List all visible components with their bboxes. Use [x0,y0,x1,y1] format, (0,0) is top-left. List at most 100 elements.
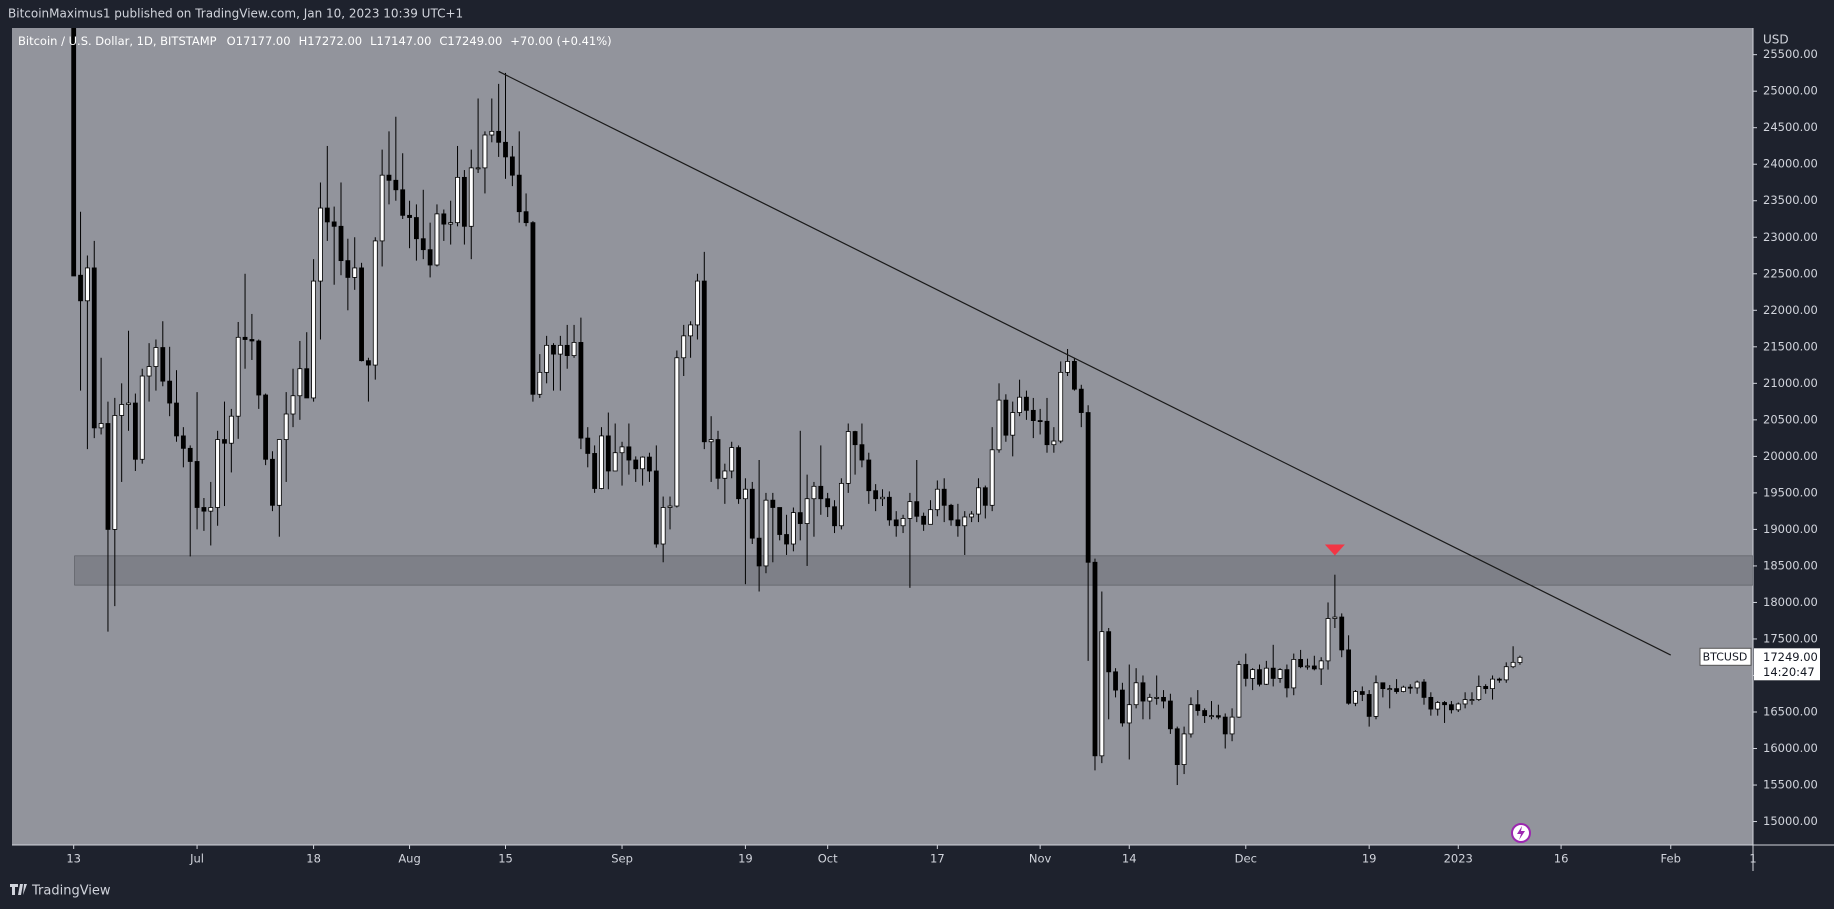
ohlc-value: 17177.00 [236,34,291,48]
symbol-tag: BTCUSD [1703,650,1748,663]
candle-body [1243,664,1249,679]
candle-body [1496,678,1502,681]
candle-body [1346,649,1351,704]
candle-body [249,339,255,342]
candle-body [263,394,269,460]
candle-body [797,512,803,524]
candle-body [585,437,591,454]
trendline [498,70,1672,656]
candle-body [770,499,776,508]
y-tick-label: 20500.00 [1763,412,1818,426]
candle-body [276,439,282,506]
candle-body [592,453,598,489]
x-tick-label: 16 [1554,852,1569,866]
candle-body [1215,715,1221,718]
candle-body [414,217,419,240]
candle-body [564,344,570,356]
candle-body [304,368,310,399]
candle-body [921,515,927,525]
candle-body [180,435,186,449]
candle-body [1291,659,1297,689]
candle-body [1188,704,1194,735]
candle-body [174,402,179,437]
candle-body [962,516,968,527]
support-zone [74,555,1753,586]
candle-body [818,485,824,500]
x-tick-label: 15 [498,852,513,866]
candle-body [119,404,125,416]
candle-body [955,519,961,527]
candle-body [461,176,467,227]
candle-body [1490,678,1495,690]
candle-body [1044,420,1050,446]
x-tick-label: 18 [306,852,321,866]
candle-body [208,507,214,512]
candle-body [1202,710,1208,717]
candle-body [873,490,879,500]
y-tick-label: 18000.00 [1763,595,1818,609]
candle-body [1339,616,1345,651]
candle-body [201,507,207,512]
candle-body [338,225,344,262]
ohlc-value: 17249.00 [447,34,502,48]
x-tick-label: 19 [738,852,753,866]
candle-body [1325,618,1331,662]
candle-body [633,459,639,470]
y-tick-label: 22000.00 [1763,303,1818,317]
candle-body [777,507,783,535]
candle-body [893,519,899,527]
candle-body [489,130,495,136]
candle-body [640,456,645,470]
price-tag-box [1754,648,1820,681]
candle-body [1065,361,1070,373]
candle-body [105,423,111,530]
rejection-marker [1324,544,1345,556]
candle-body [503,141,508,158]
candle-body [222,439,227,444]
x-tick-label: Feb [1661,852,1681,866]
candle-body [98,423,104,429]
candle-body [283,413,289,440]
candle-body [509,156,515,176]
candle-body [126,402,131,405]
candle-body [71,28,77,277]
candle-body [790,512,796,545]
candle-body [756,537,762,567]
candle-body [1072,361,1077,390]
candle-body [1318,660,1324,670]
candle-body [1058,371,1064,442]
candle-body [468,167,474,227]
x-tick-label: 17 [930,852,945,866]
ohlc-value: 17147.00 [377,34,432,48]
candle-body [880,496,885,500]
candle-body [852,431,858,446]
candle-body [989,449,995,506]
candle-body [366,360,371,366]
candle-body [1133,682,1139,706]
candle-body [1483,686,1489,690]
candle-body [530,222,536,395]
candle-body [1332,616,1338,619]
candle-body [928,509,933,525]
candle-body [976,487,981,515]
candle-body [1407,686,1413,689]
plot-area [12,28,1753,845]
y-tick-label: 17500.00 [1763,631,1818,645]
symbol: Bitcoin / U.S. Dollar, 1D, BITSTAMP [18,34,217,48]
candle-body [571,342,577,356]
candle-body [1209,715,1214,718]
price-tag: 17249.00 [1763,650,1818,664]
candle-body [1126,704,1132,724]
plot [71,28,1753,786]
candle-body [1257,669,1262,685]
candle-body [1113,671,1118,691]
change: +70.00 (+0.41%) [510,34,611,48]
candle-body [400,189,406,216]
candle-body [1462,699,1468,705]
candle-body [1284,669,1290,689]
y-tick-label: 15000.00 [1763,814,1818,828]
candle-body [688,324,693,337]
candle-body [318,207,323,282]
candle-body [715,439,721,479]
candle-body [1387,688,1393,691]
